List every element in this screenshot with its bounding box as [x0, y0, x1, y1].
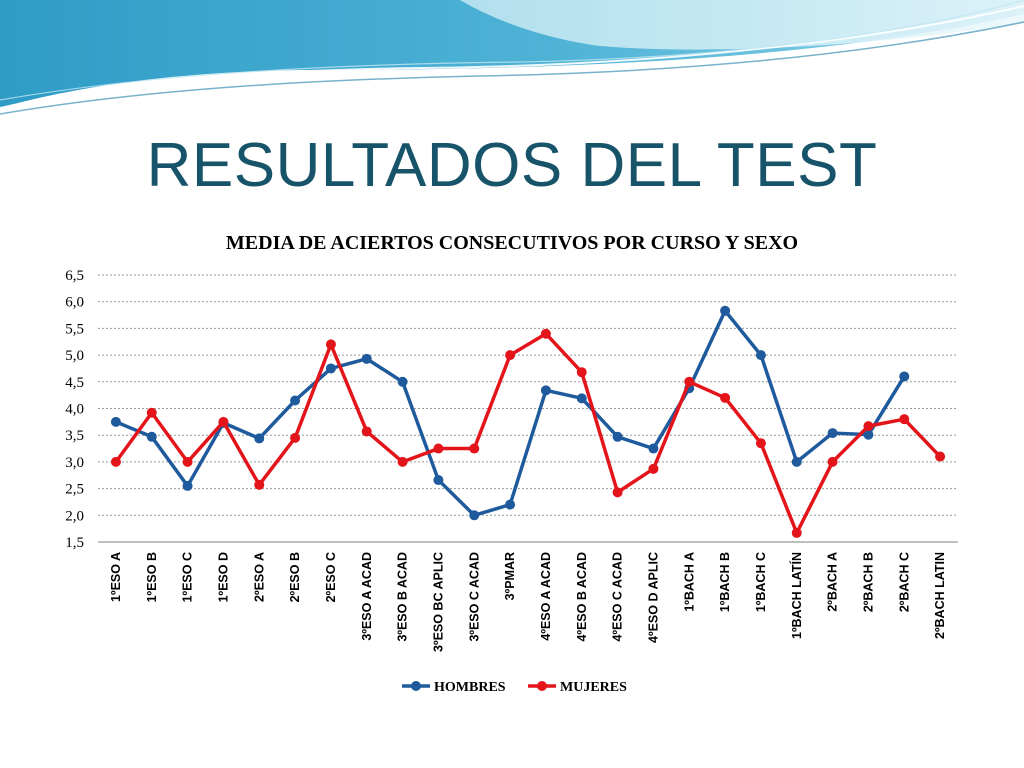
data-point-hombres: [612, 431, 623, 442]
data-point-hombres: [863, 429, 874, 440]
x-tick-label: 2ºESO B: [288, 552, 302, 602]
data-point-hombres: [899, 371, 910, 382]
y-tick-label: 3,5: [65, 428, 84, 444]
x-tick-label: 2ºBACH C: [897, 552, 911, 612]
data-point-mujeres: [505, 350, 516, 361]
data-point-hombres: [576, 393, 587, 404]
x-tick-label: 3ºESO A ACAD: [360, 552, 374, 641]
data-point-hombres: [648, 443, 659, 454]
data-point-hombres: [182, 480, 193, 491]
data-point-hombres: [397, 376, 408, 387]
data-point-mujeres: [827, 456, 838, 467]
y-tick-label: 6,5: [65, 268, 84, 284]
decorative-banner: [0, 0, 1024, 115]
x-tick-label: 2ºBACH B: [861, 552, 875, 612]
x-tick-label: 1ºBACH LATÍN: [789, 552, 804, 639]
legend-marker-mujeres: [537, 681, 547, 691]
x-tick-label: 1ºESO D: [216, 552, 230, 602]
data-point-hombres: [290, 395, 301, 406]
x-tick-label: 3ºESO BC APLIC: [431, 552, 445, 652]
data-point-mujeres: [290, 432, 301, 443]
series-line-hombres: [115, 309, 906, 518]
legend-marker-hombres: [411, 681, 421, 691]
x-tick-label: 2ºBACH LATIN: [933, 552, 947, 639]
x-tick-label: 4ºESO A ACAD: [539, 552, 553, 641]
data-point-mujeres: [899, 414, 910, 425]
y-tick-label: 5,0: [65, 348, 84, 364]
data-point-hombres: [254, 433, 265, 444]
data-point-mujeres: [361, 426, 372, 437]
x-tick-label: 1ºESO C: [181, 552, 195, 602]
data-point-mujeres: [648, 463, 659, 474]
data-point-mujeres: [397, 456, 408, 467]
data-point-mujeres: [935, 451, 946, 462]
x-tick-label: 1ºBACH A: [682, 552, 696, 612]
data-point-hombres: [433, 475, 444, 486]
data-point-mujeres: [684, 376, 695, 387]
data-point-hombres: [325, 363, 336, 374]
x-axis: 1ºESO A 1ºESO B 1ºESO C 1ºESO D 2ºESO A 2ºESO…: [109, 552, 947, 652]
data-point-mujeres: [755, 438, 766, 449]
data-point-hombres: [791, 456, 802, 467]
x-tick-label: 3ºESO C ACAD: [467, 552, 481, 642]
data-point-hombres: [720, 305, 731, 316]
y-axis: 1,5 2,0 2,5 3,0 3,5 4,0 4,5 5,0 5,5 6,0 6,5: [65, 268, 84, 551]
y-tick-label: 2,5: [65, 482, 84, 498]
data-point-mujeres: [433, 443, 444, 454]
x-tick-label: 1ºBACH C: [754, 552, 768, 612]
y-tick-label: 3,0: [65, 455, 84, 471]
x-tick-label: 4ºESO D APLIC: [646, 552, 660, 643]
data-point-mujeres: [182, 456, 193, 467]
legend: HOMBRES MUJERES: [402, 680, 627, 695]
data-point-mujeres: [863, 421, 874, 432]
data-point-mujeres: [540, 328, 551, 339]
data-point-hombres: [361, 353, 372, 364]
slide-title: RESULTADOS DEL TEST: [146, 131, 878, 200]
data-point-mujeres: [110, 456, 121, 467]
data-point-hombres: [755, 350, 766, 361]
x-tick-label: 2ºESO A: [252, 552, 266, 602]
data-point-mujeres: [720, 392, 731, 403]
data-point-hombres: [540, 385, 551, 396]
y-tick-label: 2,0: [65, 508, 84, 524]
y-tick-label: 4,5: [65, 375, 84, 391]
chart-title: MEDIA DE ACIERTOS CONSECUTIVOS POR CURSO…: [226, 232, 798, 254]
data-point-hombres: [146, 431, 157, 442]
series: [110, 305, 946, 538]
data-point-mujeres: [325, 339, 336, 350]
x-tick-label: 3ºPMAR: [503, 552, 517, 600]
gridlines: [98, 274, 958, 543]
y-tick-label: 6,0: [65, 295, 84, 311]
data-point-mujeres: [146, 407, 157, 418]
data-point-mujeres: [576, 367, 587, 378]
x-tick-label: 3ºESO B ACAD: [396, 552, 410, 642]
x-tick-label: 1ºESO B: [145, 552, 159, 602]
x-tick-label: 2ºESO C: [324, 552, 338, 602]
data-point-hombres: [469, 510, 480, 521]
data-point-mujeres: [612, 487, 623, 498]
legend-label-hombres: HOMBRES: [434, 680, 506, 695]
data-point-hombres: [110, 416, 121, 427]
data-point-mujeres: [254, 479, 265, 490]
legend-label-mujeres: MUJERES: [560, 680, 627, 695]
data-point-hombres: [505, 499, 516, 510]
x-tick-label: 1ºBACH B: [718, 552, 732, 612]
series-line-mujeres: [114, 331, 942, 535]
x-tick-label: 4ºESO B ACAD: [575, 552, 589, 642]
data-point-hombres: [827, 428, 838, 439]
data-point-mujeres: [469, 443, 480, 454]
x-tick-label: 4ºESO C ACAD: [611, 552, 625, 642]
y-tick-label: 5,5: [65, 321, 84, 337]
y-tick-label: 1,5: [65, 535, 84, 551]
data-point-mujeres: [218, 416, 229, 427]
x-tick-label: 1ºESO A: [109, 552, 123, 602]
y-tick-label: 4,0: [65, 402, 84, 418]
x-tick-label: 2ºBACH A: [826, 552, 840, 612]
data-point-mujeres: [791, 527, 802, 538]
